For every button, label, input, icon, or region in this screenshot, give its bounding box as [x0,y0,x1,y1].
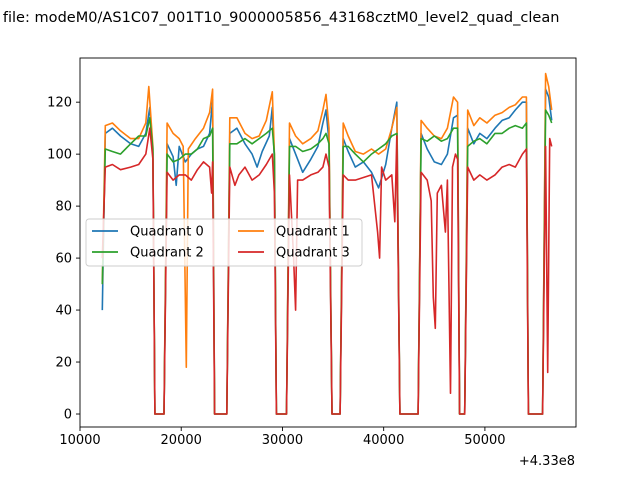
legend-label-quadrant-1: Quadrant 1 [276,225,350,240]
series-line-quadrant-0 [101,88,553,415]
x-tick-label: 40000 [363,433,404,448]
y-axis: 0 20 40 60 80 100 120 [47,96,80,423]
y-tick-label: 60 [55,252,72,267]
series-line-quadrant-3 [101,127,553,415]
x-tick-label: 10000 [59,433,100,448]
legend-label-quadrant-0: Quadrant 0 [130,225,204,240]
plot-area [101,72,553,415]
series-line-quadrant-1 [101,72,553,415]
legend: Quadrant 0 Quadrant 1 Quadrant 2 Quadrant 3 [85,218,363,267]
series-line-quadrant-2 [101,109,553,415]
x-axis: 10000 20000 30000 40000 50000 [59,427,506,448]
y-tick-label: 20 [55,356,72,371]
x-tick-label: 20000 [161,433,202,448]
legend-box [85,218,363,267]
y-tick-label: 80 [55,200,72,215]
chart-title: n file: modeM0/AS1C07_001T10_9000005856_… [0,10,560,26]
y-tick-label: 120 [47,96,72,111]
y-tick-label: 40 [55,304,72,319]
x-offset-label: +4.33e8 [519,454,575,469]
legend-label-quadrant-2: Quadrant 2 [130,246,204,261]
y-tick-label: 0 [64,408,72,423]
x-tick-label: 50000 [464,433,505,448]
axes-frame [79,57,577,428]
x-tick-label: 30000 [262,433,303,448]
y-tick-label: 100 [47,148,72,163]
legend-label-quadrant-3: Quadrant 3 [276,246,350,261]
